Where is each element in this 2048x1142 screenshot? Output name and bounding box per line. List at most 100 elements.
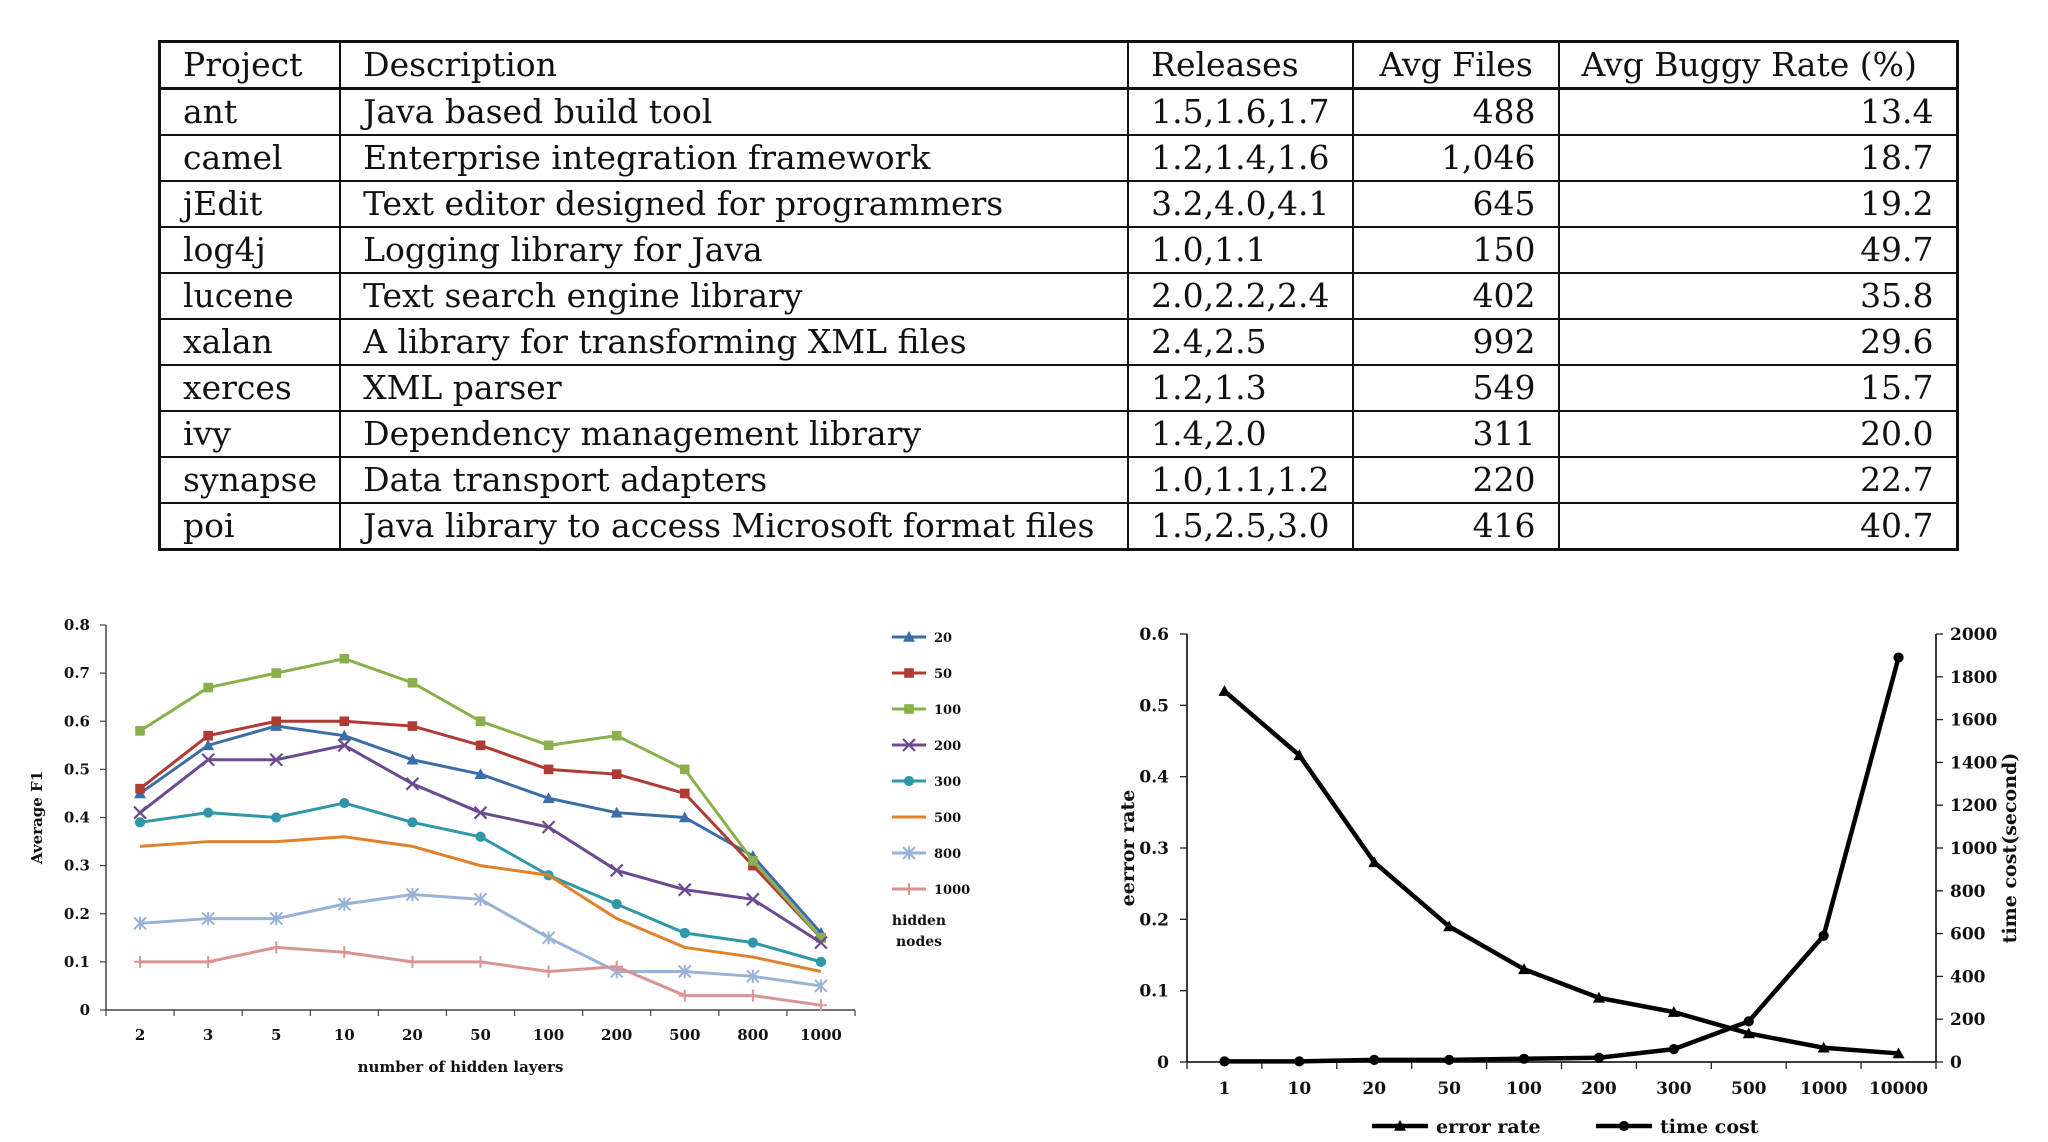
x-tick-label: 500 — [669, 1026, 700, 1044]
cell-releases: 2.4,2.5 — [1127, 318, 1354, 366]
header-project: Project — [158, 40, 342, 90]
data-point — [1593, 1052, 1605, 1063]
data-point — [1368, 856, 1381, 868]
cell-description: Data transport adapters — [339, 456, 1130, 504]
data-point — [405, 887, 420, 902]
data-point — [475, 831, 486, 842]
cell-avg-files: 1,046 — [1351, 134, 1560, 182]
x-tick-label: 50 — [470, 1026, 491, 1044]
left-y-tick-label: 0 — [1157, 1053, 1169, 1073]
data-point — [339, 716, 350, 727]
cell-releases: 1.0,1.1,1.2 — [1127, 456, 1354, 504]
legend-label-200: 200 — [934, 739, 961, 754]
data-point — [611, 730, 622, 741]
data-point — [1294, 1056, 1305, 1067]
table-row: log4j Logging library for Java 1.0,1.1 150 4… — [158, 226, 1959, 274]
legend-label: time cost — [1660, 1116, 1759, 1138]
data-point — [543, 764, 554, 775]
y-tick-label: 0.5 — [64, 760, 90, 778]
series-300 — [134, 797, 827, 967]
data-point — [541, 931, 556, 945]
y-tick-label: 0.1 — [64, 953, 90, 971]
series-line-800 — [139, 892, 822, 988]
right-y-tick-label: 200 — [1950, 1010, 1986, 1030]
project-table: Project Description Releases Avg Files A… — [158, 40, 1959, 551]
data-point — [542, 792, 555, 804]
legend-label: error rate — [1436, 1116, 1541, 1138]
data-point — [475, 716, 486, 727]
data-point — [1667, 1006, 1680, 1017]
right-y-tick-label: 1800 — [1950, 668, 1997, 688]
series-200 — [133, 738, 828, 950]
data-point — [339, 797, 350, 809]
table-row: poi Java library to access Microsoft form… — [158, 502, 1959, 551]
data-point — [473, 892, 488, 907]
series-50 — [135, 716, 826, 943]
data-point — [270, 941, 283, 954]
x-tick-label: 300 — [1656, 1079, 1692, 1099]
cell-project: ivy — [158, 410, 342, 458]
series-time-cost — [1219, 652, 1904, 1067]
data-point — [814, 979, 828, 993]
data-point — [679, 927, 690, 939]
data-point — [407, 817, 418, 828]
x-tick-label: 20 — [402, 1026, 423, 1044]
cell-project: xerces — [158, 364, 342, 412]
data-point — [748, 856, 758, 866]
cell-description: Java library to access Microsoft format … — [339, 502, 1130, 551]
table-row: xalan A library for transforming XML file… — [158, 318, 1959, 366]
cell-project: jEdit — [158, 180, 342, 228]
x-tick-label: 100 — [533, 1026, 564, 1044]
legend-marker-1000 — [903, 883, 915, 895]
cell-project: xalan — [158, 318, 342, 366]
data-point — [678, 964, 692, 979]
x-tick-label: 10000 — [1869, 1079, 1928, 1099]
data-point — [815, 956, 827, 967]
data-point — [542, 965, 555, 978]
data-point — [678, 811, 691, 823]
data-point — [1443, 920, 1456, 932]
legend-marker-800 — [902, 846, 916, 860]
data-point — [748, 860, 758, 871]
cell-description: Java based build tool — [339, 87, 1130, 136]
data-point — [406, 753, 419, 765]
data-point — [271, 716, 282, 727]
right-y-tick-label: 400 — [1950, 967, 1986, 987]
left-y-axis-title: eerror rate — [1117, 790, 1139, 907]
cell-releases: 1.2,1.4,1.6 — [1127, 134, 1354, 182]
legend-label-20: 20 — [934, 631, 952, 646]
cell-releases: 1.0,1.1 — [1127, 226, 1354, 274]
data-point — [406, 955, 419, 968]
data-point — [407, 721, 418, 731]
data-point — [405, 777, 420, 791]
cell-avg-buggy-rate: 15.7 — [1557, 364, 1959, 412]
data-point — [338, 946, 351, 959]
x-tick-label: 5 — [271, 1026, 281, 1044]
data-point — [202, 955, 215, 968]
data-point — [1668, 1044, 1679, 1055]
cell-releases: 1.4,2.0 — [1127, 410, 1354, 458]
data-point — [337, 897, 352, 911]
data-point — [543, 740, 554, 751]
x-tick-label: 3 — [203, 1026, 213, 1044]
legend-marker-100 — [904, 704, 914, 714]
data-point — [679, 788, 690, 799]
x-tick-label: 100 — [1506, 1079, 1542, 1099]
right-y-tick-label: 800 — [1950, 882, 1986, 902]
x-tick-label: 10 — [334, 1026, 355, 1044]
cell-avg-buggy-rate: 40.7 — [1557, 502, 1959, 551]
data-point — [610, 806, 623, 818]
cell-description: XML parser — [339, 364, 1130, 412]
legend-label-300: 300 — [934, 775, 961, 790]
data-point — [1893, 652, 1904, 663]
left-y-tick-label: 0.2 — [1139, 910, 1169, 930]
data-point — [474, 768, 487, 779]
right-y-tick-label: 1000 — [1950, 839, 1997, 859]
cell-project: ant — [158, 87, 342, 136]
cell-avg-buggy-rate: 22.7 — [1557, 456, 1959, 504]
cell-avg-files: 992 — [1351, 318, 1560, 366]
data-point — [1518, 963, 1531, 975]
series-500 — [139, 835, 822, 973]
data-point — [473, 805, 488, 820]
data-point — [337, 738, 352, 753]
